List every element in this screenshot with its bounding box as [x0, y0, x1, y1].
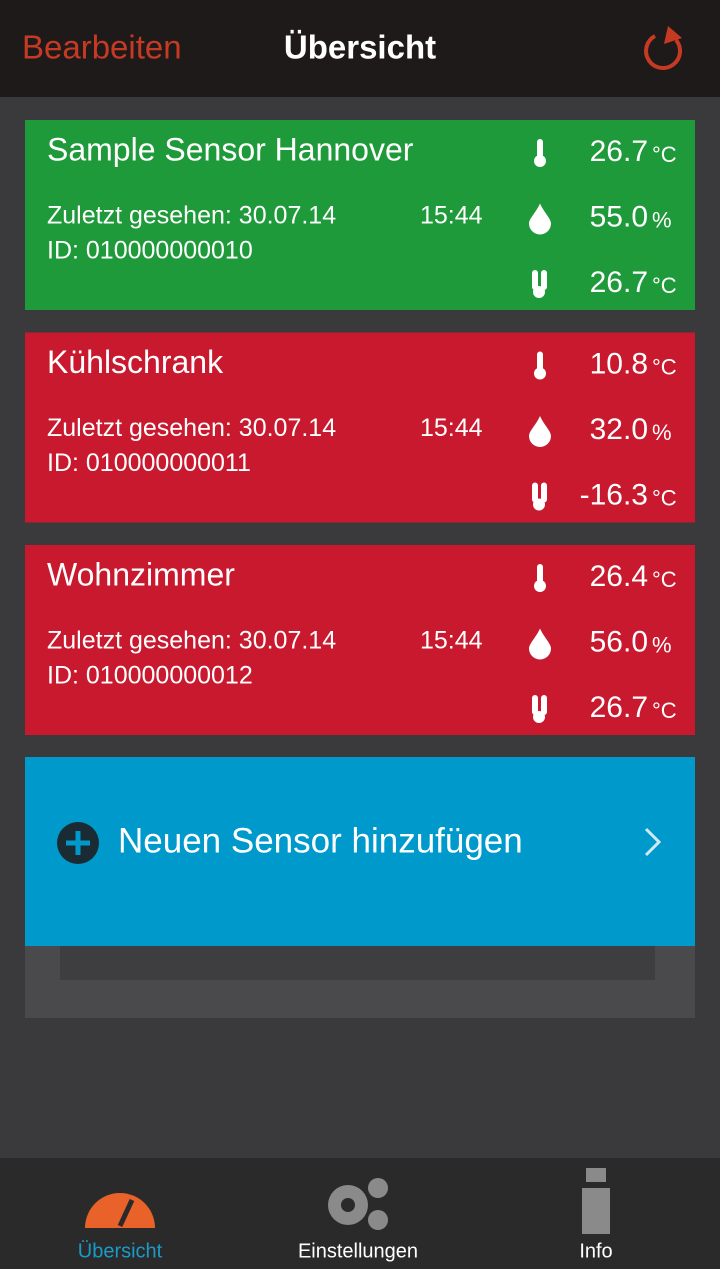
reading-unit: % [652, 207, 672, 232]
reading-value: 55.0 [590, 200, 648, 233]
add-sensor-button[interactable] [25, 757, 695, 946]
reading-value: 32.0 [590, 413, 648, 446]
probe-icon [533, 711, 545, 723]
sensor-card[interactable] [25, 120, 695, 310]
reading-value: 56.0 [590, 625, 648, 658]
probe-icon [533, 286, 545, 298]
last-seen-time: 15:44 [420, 202, 483, 230]
tab-icon [117, 1198, 135, 1228]
reading-unit: °C [652, 354, 677, 379]
humidity-icon [529, 203, 551, 235]
reading-unit: °C [652, 698, 677, 723]
humidity-icon [529, 416, 551, 447]
thermometer-icon [534, 155, 546, 167]
reading-unit: °C [652, 485, 677, 510]
edit-button[interactable]: Bearbeiten [22, 29, 182, 66]
thermometer-icon [537, 351, 543, 372]
thermometer-icon [534, 367, 546, 380]
reading-unit: °C [652, 142, 677, 167]
thermometer-icon [537, 139, 543, 159]
probe-icon [541, 482, 547, 503]
thermometer-icon [534, 580, 546, 592]
add-sensor-label: Neuen Sensor hinzufügen [118, 821, 523, 860]
tab-icon [368, 1210, 388, 1230]
last-seen: Zuletzt gesehen: 30.07.14 [47, 414, 336, 442]
sensor-name: Kühlschrank [47, 344, 224, 380]
humidity-icon [529, 628, 551, 660]
sensor-id: ID: 010000000012 [47, 662, 253, 690]
reading-unit: % [652, 420, 672, 445]
tab-icon [368, 1178, 388, 1198]
reading-value: 26.7 [590, 691, 648, 724]
reading-unit: °C [652, 567, 677, 592]
probe-icon [533, 498, 545, 511]
chevron [644, 827, 662, 857]
thermometer-icon [537, 564, 543, 584]
probe-icon [532, 270, 538, 290]
last-seen: Zuletzt gesehen: 30.07.14 [47, 202, 336, 230]
tab-label[interactable]: Übersicht [78, 1240, 163, 1262]
reading-unit: °C [652, 273, 677, 298]
reading-value: 26.7 [590, 135, 648, 168]
list-footer-inner [60, 946, 655, 980]
tab-icon [582, 1188, 610, 1234]
probe-icon [532, 482, 538, 503]
nav-title: Übersicht [284, 29, 436, 66]
nav-bar [0, 0, 720, 97]
last-seen-time: 15:44 [420, 414, 483, 442]
reading-value: 10.8 [590, 347, 648, 380]
tab-icon [341, 1198, 355, 1212]
last-seen: Zuletzt gesehen: 30.07.14 [47, 627, 336, 655]
probe-icon [541, 270, 547, 290]
sensor-card[interactable] [25, 332, 695, 523]
refresh-button[interactable] [644, 26, 682, 70]
probe-icon [541, 695, 547, 715]
add-icon [66, 831, 90, 855]
sensor-name: Sample Sensor Hannover [47, 131, 414, 167]
sensor-name: Wohnzimmer [47, 556, 235, 592]
tab-icon [586, 1168, 606, 1182]
reading-value: -16.3 [580, 478, 648, 511]
probe-icon [532, 695, 538, 715]
tab-icon [84, 1192, 155, 1228]
reading-value: 26.7 [590, 266, 648, 299]
sensor-id: ID: 010000000011 [47, 449, 251, 477]
last-seen-time: 15:44 [420, 627, 483, 655]
reading-value: 26.4 [590, 560, 648, 593]
tab-label[interactable]: Einstellungen [298, 1240, 418, 1262]
sensor-card[interactable] [25, 545, 695, 735]
sensor-id: ID: 010000000010 [47, 237, 253, 265]
tab-label[interactable]: Info [579, 1240, 612, 1262]
reading-unit: % [652, 632, 672, 657]
